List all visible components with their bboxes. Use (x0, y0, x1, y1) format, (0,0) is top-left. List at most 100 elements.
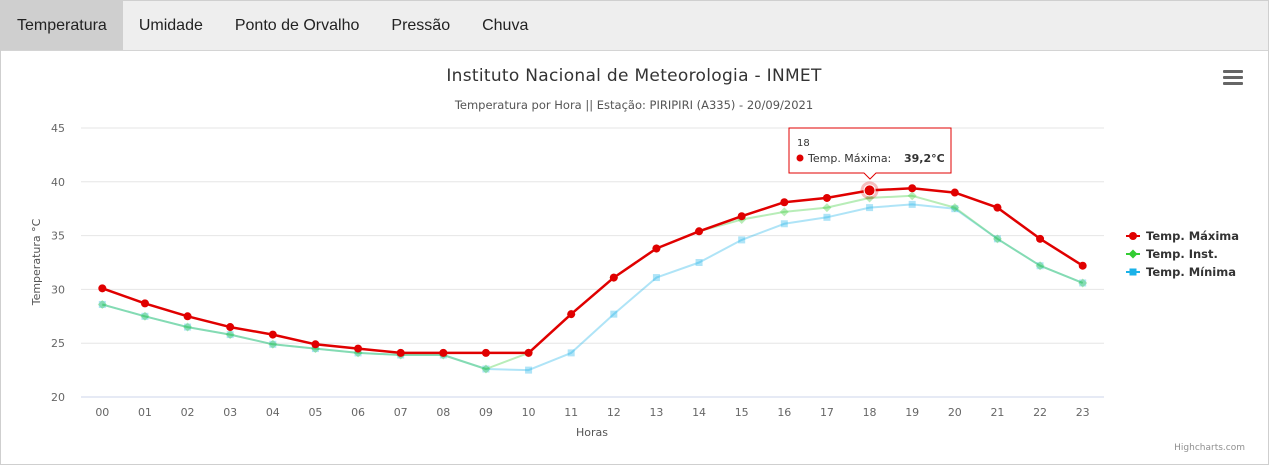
legend-label: Temp. Mínima (1146, 265, 1236, 279)
tooltip-category: 18 (797, 138, 810, 149)
series-line (102, 203, 1084, 372)
data-point (780, 220, 788, 228)
data-point (609, 273, 618, 282)
data-point (1035, 261, 1045, 271)
x-tick-label: 04 (266, 406, 280, 419)
x-tick-label: 21 (990, 406, 1004, 419)
data-point (951, 205, 959, 213)
x-tick-label: 15 (735, 406, 749, 419)
data-point (183, 322, 193, 332)
y-tick-label: 30 (51, 283, 65, 296)
series-circle (98, 184, 1087, 357)
data-point (439, 348, 448, 357)
data-point (950, 203, 960, 213)
data-point (1036, 262, 1044, 270)
chart-title: Instituto Nacional de Meteorologia - INM… (446, 66, 822, 86)
data-point (141, 312, 149, 320)
data-point (97, 299, 107, 309)
x-tick-label: 06 (351, 406, 365, 419)
data-point (98, 284, 107, 293)
series-square (98, 200, 1087, 374)
legend-item[interactable]: Temp. Inst. (1126, 247, 1218, 261)
data-point (823, 213, 831, 221)
data-point (822, 193, 831, 202)
x-tick-label: 12 (607, 406, 621, 419)
data-point (269, 340, 277, 348)
data-point (482, 365, 490, 373)
y-tick-label: 20 (51, 391, 65, 404)
hamburger-menu-icon[interactable] (1222, 68, 1244, 88)
data-point (1129, 232, 1137, 240)
x-tick-label: 09 (479, 406, 493, 419)
data-point (311, 340, 320, 349)
data-point (140, 311, 150, 321)
legend-item[interactable]: Temp. Mínima (1126, 265, 1236, 279)
data-point (524, 348, 533, 357)
data-point (1128, 249, 1138, 259)
data-point (780, 198, 789, 207)
tab-bar: Temperatura Umidade Ponto de Orvalho Pre… (1, 1, 1268, 51)
tab-chuva[interactable]: Chuva (482, 17, 529, 34)
legend-label: Temp. Inst. (1146, 247, 1218, 261)
data-point (1078, 261, 1087, 270)
data-point (737, 212, 746, 221)
x-tick-label: 00 (95, 406, 109, 419)
series-diamond (97, 191, 1088, 374)
data-point (396, 348, 405, 357)
x-tick-label: 14 (692, 406, 706, 419)
data-point (525, 366, 533, 374)
data-point (779, 207, 789, 217)
data-point (354, 349, 362, 357)
x-tick-label: 07 (394, 406, 408, 419)
x-tick-label: 18 (863, 406, 877, 419)
data-point (226, 331, 234, 339)
x-tick-label: 19 (905, 406, 919, 419)
x-tick-label: 05 (308, 406, 322, 419)
data-point (1078, 278, 1088, 288)
data-point (652, 244, 661, 253)
tab-temperatura[interactable]: Temperatura (1, 1, 123, 50)
data-point (183, 312, 192, 321)
y-tick-label: 45 (51, 122, 65, 135)
tooltip-box (788, 127, 952, 180)
tab-umidade[interactable]: Umidade (138, 17, 203, 34)
x-tick-label: 10 (522, 406, 536, 419)
x-axis-label: Horas (576, 426, 608, 439)
series-line (101, 187, 1084, 355)
data-point (993, 235, 1001, 243)
data-point (1079, 279, 1087, 287)
x-tick-label: 23 (1076, 406, 1090, 419)
data-point (311, 345, 319, 353)
tooltip-series-label: Temp. Máxima: (807, 152, 891, 165)
data-point (225, 330, 235, 340)
tab-pressao[interactable]: Pressão (391, 17, 451, 34)
x-tick-label: 16 (777, 406, 791, 419)
data-point (98, 300, 106, 308)
data-point (993, 203, 1002, 212)
legend-item[interactable]: Temp. Máxima (1126, 229, 1239, 243)
hover-point (863, 184, 876, 197)
x-tick-label: 03 (223, 406, 237, 419)
data-point (950, 188, 959, 197)
y-tick-label: 35 (51, 230, 65, 243)
x-tick-label: 02 (181, 406, 195, 419)
data-point (652, 274, 660, 282)
data-point (140, 299, 149, 308)
data-point (268, 330, 277, 339)
data-point (567, 349, 575, 357)
data-point (822, 203, 832, 213)
data-point (908, 200, 916, 208)
y-tick-label: 25 (51, 337, 65, 350)
y-axis-label: Temperatura °C (30, 218, 43, 306)
data-point (908, 184, 917, 193)
x-tick-label: 11 (564, 406, 578, 419)
data-point (695, 259, 703, 266)
data-point (226, 323, 235, 332)
tab-ponto-de-orvalho[interactable]: Ponto de Orvalho (234, 17, 360, 34)
x-tick-label: 22 (1033, 406, 1047, 419)
x-tick-label: 20 (948, 406, 962, 419)
highcharts-credits[interactable]: Highcharts.com (1174, 443, 1245, 453)
x-tick-label: 13 (649, 406, 663, 419)
x-tick-label: 17 (820, 406, 834, 419)
